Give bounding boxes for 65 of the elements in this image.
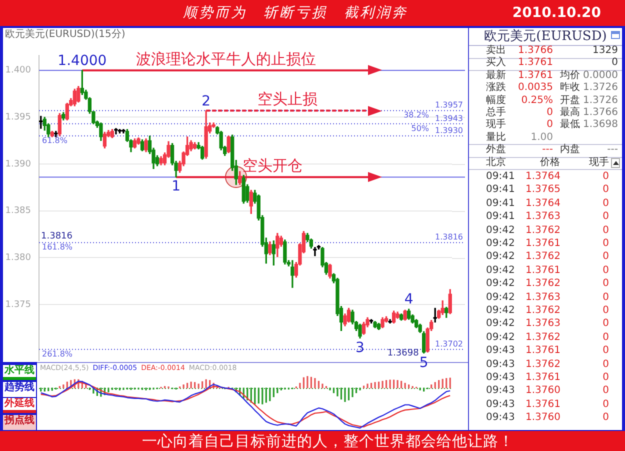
text: 幅度 0.25% 开盘 1.3726 [486, 94, 618, 106]
text: 09:41 1.3763 0 [486, 211, 609, 224]
button: 外延线 [3, 398, 36, 413]
text: 2010.10.20 [512, 4, 601, 22]
annotation: 61.8% [42, 136, 68, 145]
annotation: 2 [202, 93, 211, 110]
text: 09:42 1.3762 0 [486, 251, 609, 264]
text: 09:41 1.3764 0 [486, 198, 609, 210]
annotation: 5 [419, 354, 428, 371]
text: 最新 1.3761 均价 0.0000 [486, 70, 618, 81]
text: 09:43 1.3761 0 [486, 372, 609, 384]
y-tick-label: 1.390 [5, 159, 32, 170]
annotation: 261.8% [42, 349, 73, 358]
text: 一心向着自己目标前进的人，整个世界都会给他让路！ [142, 432, 514, 450]
ref-line-label: 1.3957 [435, 100, 463, 110]
ref-line-label: 1.3943 [435, 114, 463, 123]
text: 09:43 1.3760 0 [486, 412, 609, 424]
text: 09:42 1.3762 0 [486, 305, 609, 317]
y-tick-label: 1.375 [5, 300, 31, 310]
text: 欧元美元(EURUSD) [484, 29, 607, 44]
annotation: 1.4000 [58, 53, 107, 70]
text: 09:42 1.3762 0 [486, 332, 609, 344]
text: 09:42 1.3762 0 [486, 278, 609, 290]
text: 09:43 1.3762 0 [486, 358, 609, 371]
text: 09:42 1.3763 0 [486, 318, 609, 330]
text: 09:43 1.3761 0 [486, 398, 609, 411]
button: 拐点线 [3, 414, 36, 430]
y-tick-label: 1.400 [5, 66, 32, 76]
ref-line-label: 1.3702 [435, 339, 463, 348]
text: 09:42 1.3761 0 [486, 238, 609, 250]
annotation: 1.3698 [387, 348, 420, 358]
annotation: 3 [356, 340, 364, 356]
text: 09:42 1.3763 0 [486, 292, 609, 304]
text: 卖出 1.3766 1329 [486, 45, 618, 56]
text: 09:43 1.3761 0 [486, 345, 609, 358]
y-tick-label: 1.380 [5, 252, 32, 263]
button: 水平线 [3, 365, 36, 380]
text: 现手 0 最低 1.3698 [486, 119, 618, 130]
text: 09:43 1.3760 0 [486, 385, 609, 398]
ref-line-label: 1.3930 [435, 126, 463, 135]
text: 北京 价格 现手 [486, 156, 609, 168]
text: 外盘 --- 内盘 --- [486, 144, 618, 156]
text: 09:42 1.3762 0 [486, 224, 609, 237]
annotation: 1 [172, 178, 180, 195]
annotation: 38.2% [404, 110, 430, 120]
chart-title: 欧元美元(EURUSD)(15分) [5, 29, 126, 41]
annotation: 1.3816 [41, 231, 73, 242]
button: 趋势线 [3, 382, 36, 396]
text: 09:41 1.3764 0 [486, 171, 609, 183]
ref-line-label: 1.3816 [435, 232, 463, 242]
y-tick-label: 1.395 [5, 112, 31, 123]
text: 买入 1.3761 0 [486, 57, 618, 68]
annotation: 50% [411, 124, 430, 133]
text: 09:42 1.3761 0 [486, 264, 609, 277]
y-tick-label: 1.385 [5, 206, 31, 216]
text: 涨跌 0.0035 昨收 1.3726 [486, 82, 618, 94]
annotation: 4 [404, 292, 414, 308]
text: 顺势而为 斩断亏损 截利润奔 [183, 4, 408, 23]
ref-line-label: 空头止损 [258, 90, 318, 108]
text: 总手 0 最高 1.3766 [486, 107, 618, 118]
ref-line-label: 波浪理论水平牛人的止损位 [136, 50, 316, 68]
annotation: 161.8% [42, 242, 73, 252]
ref-line-label: 空头开仓 [242, 156, 303, 174]
text: 量比 1.00 [486, 132, 553, 143]
text: 09:41 1.3765 0 [486, 184, 609, 196]
